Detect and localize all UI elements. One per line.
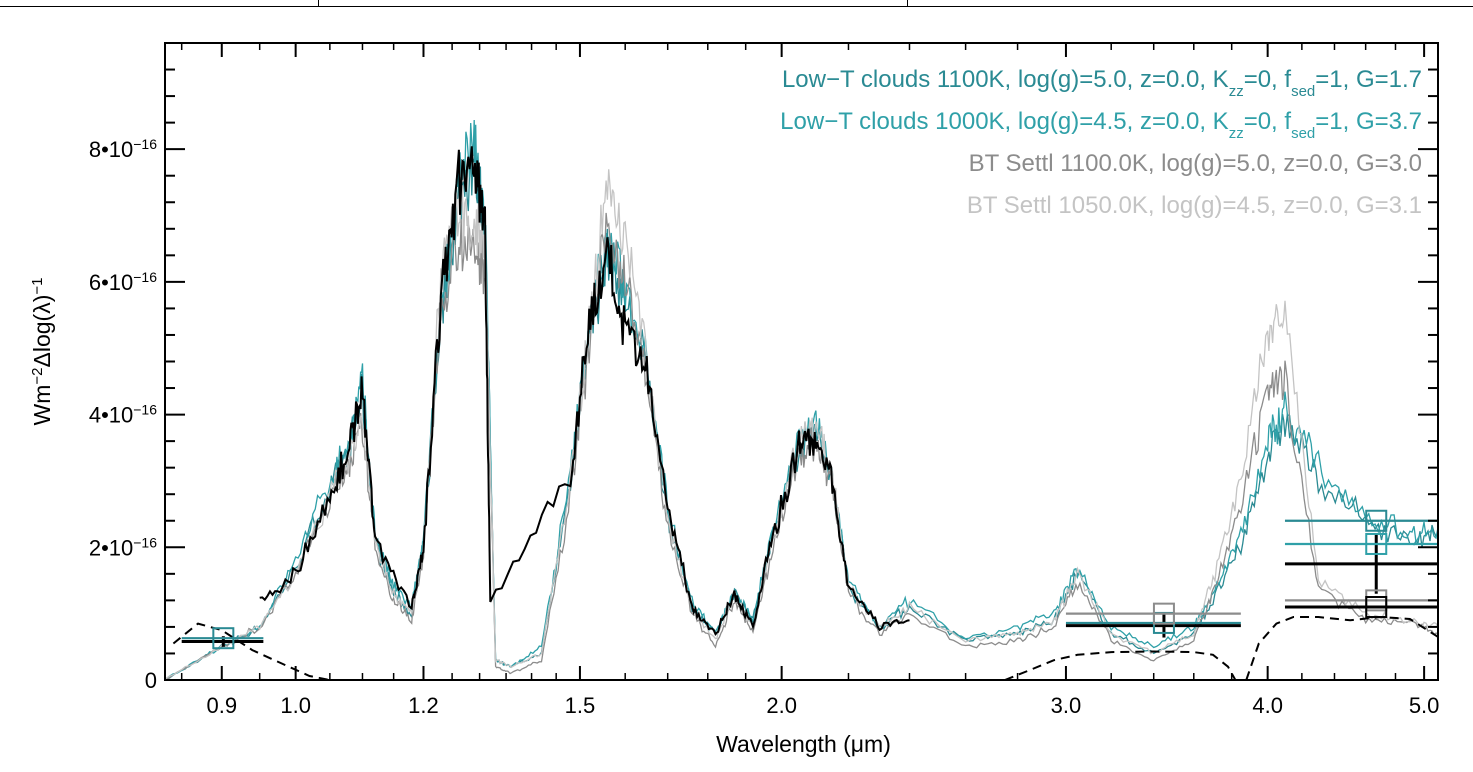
y-axis-title: Wm−2Δlog(λ)−1	[29, 278, 56, 426]
y-tick-labels: 0 2•10−16 4•10−16 6•10−16 8•10−16	[89, 136, 157, 693]
y-tick-label: 8•10−16	[89, 136, 157, 162]
photometry-layer	[181, 509, 1438, 650]
photometry-model-marker	[212, 627, 235, 650]
photometry-model-marker	[1152, 602, 1175, 625]
spectrum-line	[164, 169, 1439, 680]
spectra-layer	[164, 119, 1439, 681]
spectrum-line	[164, 119, 1439, 680]
x-tick-label: 1.2	[408, 693, 439, 718]
legend-entry: Low−T clouds 1000K, log(g)=4.5, z=0.0, K…	[780, 108, 1422, 142]
photometry-model-marker	[1365, 509, 1388, 532]
top-border-line	[0, 6, 1473, 7]
x-tick-label: 4.0	[1252, 693, 1283, 718]
top-border-tick	[907, 0, 908, 7]
axis-ticks	[165, 42, 1438, 681]
legend: Low−T clouds 1100K, log(g)=5.0, z=0.0, K…	[780, 66, 1422, 219]
x-tick-label: 5.0	[1409, 693, 1440, 718]
spectrum-line	[259, 146, 910, 636]
y-tick-label: 2•10−16	[89, 534, 157, 560]
y-tick-label: 0	[145, 668, 157, 693]
x-axis-title: Wavelength (μm)	[716, 731, 891, 757]
legend-entry: BT Settl 1050.0K, log(g)=4.5, z=0.0, G=3…	[967, 192, 1422, 219]
filter-transmission-curve	[1004, 650, 1237, 681]
legend-entry: BT Settl 1100.0K, log(g)=5.0, z=0.0, G=3…	[969, 150, 1422, 177]
filter-curves-layer	[172, 615, 1439, 681]
x-tick-label: 0.9	[206, 693, 237, 718]
x-tick-label: 1.0	[280, 693, 311, 718]
plot-frame	[164, 42, 1439, 681]
y-tick-label: 6•10−16	[89, 269, 157, 295]
filter-transmission-curve	[1245, 615, 1439, 681]
y-tick-label: 4•10−16	[89, 402, 157, 428]
photometry-model-marker	[1365, 596, 1388, 619]
top-border-tick	[318, 0, 319, 7]
photometry-model-marker	[1365, 532, 1388, 555]
x-tick-labels: 0.9 1.0 1.2 1.5 2.0 3.0 4.0 5.0	[206, 693, 1439, 718]
legend-entry: Low−T clouds 1100K, log(g)=5.0, z=0.0, K…	[782, 66, 1422, 100]
x-tick-label: 3.0	[1051, 693, 1082, 718]
x-tick-label: 1.5	[565, 693, 596, 718]
spectrum-line	[164, 212, 1439, 681]
filter-transmission-curve	[172, 622, 331, 681]
x-tick-label: 2.0	[766, 693, 797, 718]
